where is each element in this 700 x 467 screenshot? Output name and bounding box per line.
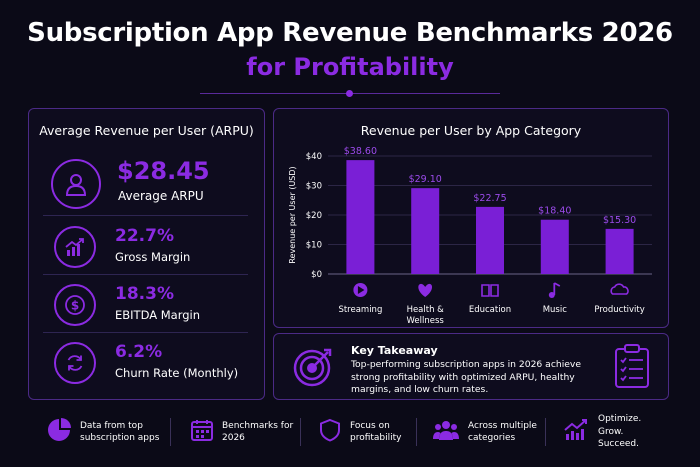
user-icon — [51, 159, 101, 209]
people-icon — [432, 418, 460, 446]
chart-panel: Revenue per User by App Category $0 $10 $2… — [273, 108, 669, 328]
footer-text: Optimize. Grow. Succeed. — [598, 414, 642, 450]
footer-text: Data from top subscription apps — [80, 420, 160, 444]
heart-icon — [418, 283, 433, 297]
bar-value-label: $29.10 — [409, 174, 442, 185]
book-icon — [490, 284, 499, 297]
footer-separator — [545, 418, 546, 446]
metric-value: 18.3% — [115, 284, 174, 304]
footer-item: Across multiple categories — [432, 408, 540, 456]
bar — [346, 160, 375, 274]
footer-item: Optimize. Grow. Succeed. — [564, 408, 666, 456]
bar-value-label: $18.40 — [538, 206, 571, 217]
footer-item: Data from top subscription apps — [46, 408, 160, 456]
page-title: Subscription App Revenue Benchmarks 2026 — [27, 18, 673, 48]
metric-label: Churn Rate (Monthly) — [115, 366, 239, 380]
metric-separator — [43, 274, 248, 275]
play-icon — [357, 286, 365, 294]
x-tick-label: Streaming — [338, 305, 382, 315]
footer-item: Benchmarks for 2026 — [190, 408, 294, 456]
chart-title: Revenue per User by App Category — [360, 123, 582, 138]
music-note-icon — [553, 282, 561, 287]
music-note-icon — [548, 292, 555, 298]
metric-value: 6.2% — [115, 342, 163, 362]
bar — [411, 188, 440, 274]
pie-chart-icon — [46, 417, 72, 447]
metric-label: EBITDA Margin — [115, 308, 201, 322]
footer-text: Benchmarks for 2026 — [222, 420, 294, 444]
bar — [540, 219, 569, 274]
bar-value-label: $22.75 — [473, 193, 506, 204]
page-subtitle: for Profitability — [246, 53, 454, 81]
book-icon — [481, 284, 490, 297]
metric-label: Average ARPU — [118, 189, 204, 203]
target-icon — [292, 344, 336, 388]
refresh-icon — [54, 342, 96, 384]
footer-separator — [416, 418, 417, 446]
shield-icon — [318, 418, 342, 446]
bar — [605, 228, 634, 274]
footer-item: Focus on profitability — [318, 408, 418, 456]
takeaway-text: Top-performing subscription apps in 2026… — [351, 359, 581, 395]
dollar-icon: $ — [54, 284, 96, 326]
bar-value-label: $15.30 — [603, 215, 636, 226]
cloud-icon — [610, 283, 629, 295]
metric-value: 22.7% — [115, 226, 174, 246]
y-tick-label: $0 — [311, 270, 322, 280]
metric-label: Gross Margin — [115, 250, 191, 264]
bar-value-label: $38.60 — [344, 146, 377, 157]
y-tick-label: $30 — [306, 182, 322, 192]
y-tick-label: $10 — [306, 241, 322, 251]
y-tick-label: $20 — [306, 211, 322, 221]
takeaway-title: Key Takeaway — [351, 344, 438, 357]
x-tick-label: Wellness — [407, 316, 445, 326]
growth-chart-icon — [54, 226, 96, 268]
footer-text: Focus on profitability — [350, 420, 402, 444]
title-divider-dot — [346, 90, 353, 97]
metric-value: $28.45 — [117, 157, 210, 185]
footer-separator — [300, 418, 301, 446]
bar — [476, 206, 504, 274]
y-tick-label: $40 — [306, 152, 322, 162]
takeaway-panel: Key Takeaway Top-performing subscription… — [273, 333, 669, 400]
metric-separator — [43, 215, 248, 216]
footer-separator — [170, 418, 171, 446]
calendar-icon — [190, 418, 214, 446]
footer-text: Across multiple categories — [468, 420, 537, 444]
x-tick-label: Health & — [407, 305, 445, 315]
footer: Data from top subscription apps Benchmar… — [28, 408, 668, 456]
checklist-icon — [612, 343, 652, 389]
x-tick-label: Productivity — [594, 305, 644, 315]
arpu-panel: Average Revenue per User (ARPU) $28.45 A… — [28, 108, 265, 400]
x-tick-label: Music — [543, 305, 568, 315]
bar-chart: $0 $10 $20 $30 $40 Revenue per User (USD) $38.… — [288, 146, 652, 326]
y-axis-label: Revenue per User (USD) — [288, 166, 297, 263]
metric-separator — [43, 332, 248, 333]
x-tick-label: Education — [469, 305, 511, 315]
arpu-panel-title: Average Revenue per User (ARPU) — [39, 123, 254, 138]
trend-up-icon — [564, 418, 590, 446]
svg-text:$: $ — [71, 299, 79, 313]
